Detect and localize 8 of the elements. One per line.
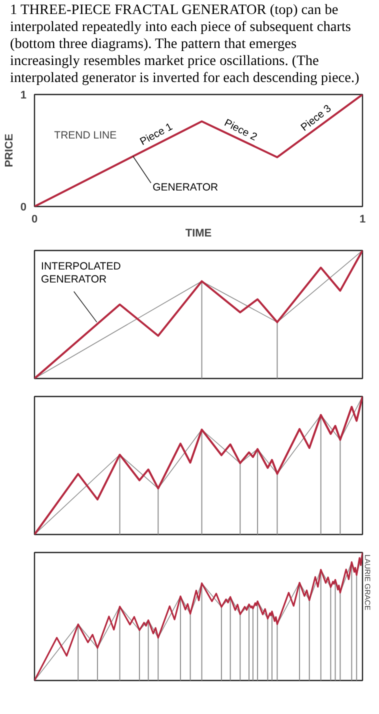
- annotation: Piece 1: [138, 120, 175, 148]
- annotation: GENERATOR: [152, 181, 219, 194]
- x-axis-title: TIME: [185, 228, 212, 240]
- annotation: Piece 2: [222, 118, 259, 144]
- annotation: TREND LINE: [54, 130, 117, 142]
- y-axis-title: PRICE: [3, 134, 16, 168]
- annotation: INTERPOLATED GENERATOR: [41, 260, 122, 286]
- chart-title: 1 THREE-PIECE FRACTAL GENERATOR (top) can be interpolated repeatedly into each piece of subsequent charts (bottom three diagrams). The pattern that emerges increasingly resembles market price oscillations. (The interpolated generator is inverted for each descending piece.): [10, 2, 360, 87]
